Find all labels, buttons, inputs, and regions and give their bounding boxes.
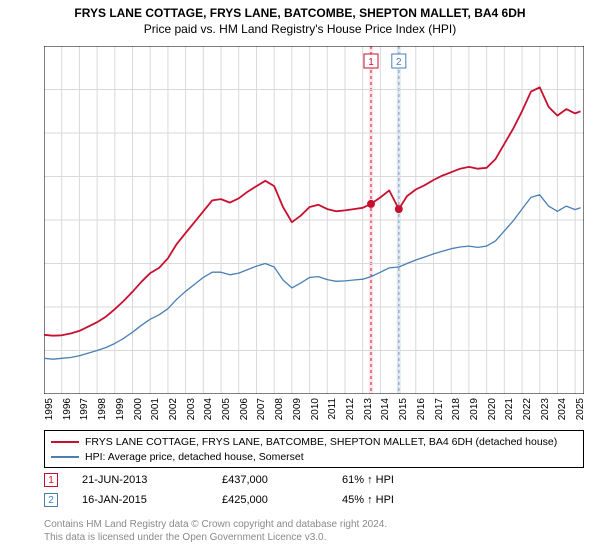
event-price: £425,000 [222,494,342,506]
legend-row: HPI: Average price, detached house, Some… [51,449,577,464]
legend-swatch [51,456,79,458]
chart-container: FRYS LANE COTTAGE, FRYS LANE, BATCOMBE, … [0,0,600,560]
legend: FRYS LANE COTTAGE, FRYS LANE, BATCOMBE, … [44,430,584,468]
footer-line2: This data is licensed under the Open Gov… [44,531,584,544]
footer-line1: Contains HM Land Registry data © Crown c… [44,518,584,531]
title-block: FRYS LANE COTTAGE, FRYS LANE, BATCOMBE, … [0,0,600,36]
event-row: 2 16-JAN-2015£425,00045% ↑ HPI [44,490,584,510]
event-pct: 45% ↑ HPI [342,494,482,506]
legend-swatch [51,441,79,443]
y-axis-labels: £0£100K£200K£300K£400K£500K£600K£700K£80… [0,46,44,394]
legend-label: FRYS LANE COTTAGE, FRYS LANE, BATCOMBE, … [85,436,557,448]
footer-attribution: Contains HM Land Registry data © Crown c… [44,518,584,544]
event-date: 21-JUN-2013 [82,474,222,486]
x-axis-labels: 1995199619971998199920002001200220032004… [44,394,584,428]
event-pct: 61% ↑ HPI [342,474,482,486]
event-price: £437,000 [222,474,342,486]
legend-row: FRYS LANE COTTAGE, FRYS LANE, BATCOMBE, … [51,434,577,449]
event-marker: 2 [44,493,58,507]
svg-text:1: 1 [368,57,374,68]
event-marker: 1 [44,473,58,487]
legend-label: HPI: Average price, detached house, Some… [85,451,304,463]
plot-area: 12 [44,46,584,394]
events-table: 1 21-JUN-2013£437,00061% ↑ HPI 2 16-JAN-201… [44,470,584,510]
title-line2: Price paid vs. HM Land Registry's House … [0,22,600,36]
svg-text:2: 2 [396,57,402,68]
title-line1: FRYS LANE COTTAGE, FRYS LANE, BATCOMBE, … [0,6,600,20]
event-row: 1 21-JUN-2013£437,00061% ↑ HPI [44,470,584,490]
chart-svg: 12 [44,46,584,394]
event-date: 16-JAN-2015 [82,494,222,506]
